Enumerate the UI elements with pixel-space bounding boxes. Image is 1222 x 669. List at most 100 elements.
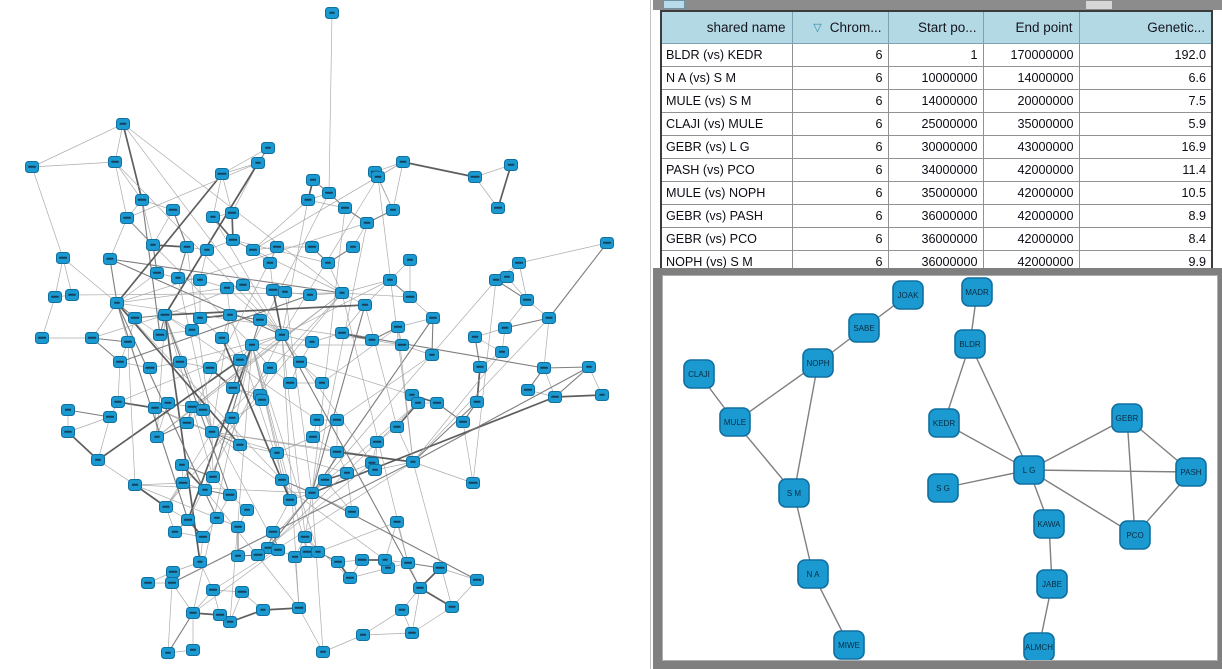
hairball-node[interactable]	[325, 7, 339, 19]
hairball-node[interactable]	[405, 627, 419, 639]
hairball-node[interactable]	[215, 168, 229, 180]
hairball-node[interactable]	[103, 253, 117, 265]
subnetwork-edge-L G-PASH[interactable]	[1028, 469, 1192, 473]
table-cell[interactable]: 6	[791, 204, 889, 228]
hairball-node[interactable]	[395, 604, 409, 616]
hairball-node[interactable]	[91, 454, 105, 466]
table-cell[interactable]: 11.4	[1078, 158, 1213, 182]
hairball-node[interactable]	[120, 212, 134, 224]
table-row[interactable]: BLDR (vs) KEDR 6 1 170000000 192.0	[660, 43, 1213, 67]
hairball-node[interactable]	[193, 556, 207, 568]
subnetwork-node-N A[interactable]: N A	[797, 559, 829, 589]
hairball-node[interactable]	[185, 401, 199, 413]
hairball-node[interactable]	[181, 514, 195, 526]
panel-grip-tab-2[interactable]	[1086, 1, 1112, 9]
main-network-canvas[interactable]	[0, 0, 650, 669]
hairball-node[interactable]	[512, 257, 526, 269]
hairball-node[interactable]	[186, 644, 200, 656]
hairball-node[interactable]	[355, 554, 369, 566]
hairball-node[interactable]	[266, 284, 280, 296]
hairball-node[interactable]	[25, 161, 39, 173]
hairball-node[interactable]	[368, 464, 382, 476]
hairball-node[interactable]	[468, 331, 482, 343]
hairball-node[interactable]	[65, 289, 79, 301]
hairball-node[interactable]	[193, 312, 207, 324]
hairball-node[interactable]	[303, 289, 317, 301]
hairball-node[interactable]	[473, 361, 487, 373]
hairball-node[interactable]	[231, 550, 245, 562]
hairball-node[interactable]	[171, 272, 185, 284]
hairball-node[interactable]	[168, 526, 182, 538]
subnetwork-edge-NOPH-S M[interactable]	[793, 362, 819, 494]
table-cell[interactable]: 42000000	[982, 181, 1080, 205]
panel-grip-tab[interactable]	[663, 0, 685, 9]
hairball-node[interactable]	[206, 584, 220, 596]
hairball-node[interactable]	[128, 479, 142, 491]
table-cell[interactable]: MULE (vs) NOPH	[660, 181, 793, 205]
hairball-node[interactable]	[110, 297, 124, 309]
hairball-node[interactable]	[330, 414, 344, 426]
hairball-node[interactable]	[206, 471, 220, 483]
table-row[interactable]: MULE (vs) S M 6 14000000 20000000 7.5	[660, 89, 1213, 113]
hairball-node[interactable]	[345, 506, 359, 518]
hairball-node[interactable]	[113, 356, 127, 368]
subnetwork-node-L G[interactable]: L G	[1013, 455, 1045, 485]
column-header-0[interactable]: shared name	[660, 10, 793, 44]
subnetwork-node-SABE[interactable]: SABE	[848, 313, 880, 343]
hairball-node[interactable]	[233, 439, 247, 451]
hairball-node[interactable]	[370, 436, 384, 448]
hairball-node[interactable]	[401, 557, 415, 569]
hairball-node[interactable]	[225, 207, 239, 219]
table-cell[interactable]: 6	[791, 89, 889, 113]
hairball-node[interactable]	[298, 531, 312, 543]
hairball-node[interactable]	[108, 156, 122, 168]
table-cell[interactable]: 6	[791, 43, 889, 67]
subnetwork-node-CLAJI[interactable]: CLAJI	[683, 359, 715, 389]
hairball-node[interactable]	[293, 356, 307, 368]
table-cell[interactable]: PASH (vs) PCO	[660, 158, 793, 182]
hairball-node[interactable]	[537, 362, 551, 374]
hairball-node[interactable]	[305, 487, 319, 499]
hairball-node[interactable]	[270, 447, 284, 459]
subnetwork-node-NOPH[interactable]: NOPH	[802, 348, 834, 378]
table-cell[interactable]: 16.9	[1078, 135, 1213, 159]
subnetwork-node-JOAK[interactable]: JOAK	[892, 280, 924, 310]
hairball-node[interactable]	[270, 241, 284, 253]
hairball-node[interactable]	[223, 616, 237, 628]
hairball-node[interactable]	[253, 314, 267, 326]
table-cell[interactable]: 170000000	[982, 43, 1080, 67]
hairball-node[interactable]	[175, 459, 189, 471]
hairball-node[interactable]	[335, 327, 349, 339]
table-cell[interactable]: 8.9	[1078, 204, 1213, 228]
table-cell[interactable]: GEBR (vs) L G	[660, 135, 793, 159]
hairball-node[interactable]	[365, 334, 379, 346]
hairball-node[interactable]	[520, 294, 534, 306]
hairball-node[interactable]	[186, 607, 200, 619]
hairball-node[interactable]	[141, 577, 155, 589]
hairball-node[interactable]	[135, 194, 149, 206]
column-header-4[interactable]: Genetic...	[1078, 10, 1213, 44]
subnetwork-node-PASH[interactable]: PASH	[1175, 457, 1207, 487]
hairball-node[interactable]	[470, 574, 484, 586]
table-cell[interactable]: 6	[791, 66, 889, 90]
subnetwork-node-MULE[interactable]: MULE	[719, 407, 751, 437]
hairball-node[interactable]	[223, 309, 237, 321]
hairball-node[interactable]	[321, 257, 335, 269]
hairball-node[interactable]	[521, 384, 535, 396]
hairball-node[interactable]	[193, 274, 207, 286]
hairball-node[interactable]	[390, 421, 404, 433]
hairball-node[interactable]	[305, 336, 319, 348]
table-row[interactable]: N A (vs) S M 6 10000000 14000000 6.6	[660, 66, 1213, 90]
hairball-node[interactable]	[35, 332, 49, 344]
hairball-node[interactable]	[210, 512, 224, 524]
subnetwork-node-S M[interactable]: S M	[778, 478, 810, 508]
hairball-node[interactable]	[425, 349, 439, 361]
table-cell[interactable]: 36000000	[887, 227, 984, 251]
hairball-node[interactable]	[283, 377, 297, 389]
hairball-node[interactable]	[261, 142, 275, 154]
hairball-node[interactable]	[215, 332, 229, 344]
hairball-node[interactable]	[340, 467, 354, 479]
hairball-node[interactable]	[266, 526, 280, 538]
table-cell[interactable]: 30000000	[887, 135, 984, 159]
table-cell[interactable]: 6	[791, 181, 889, 205]
